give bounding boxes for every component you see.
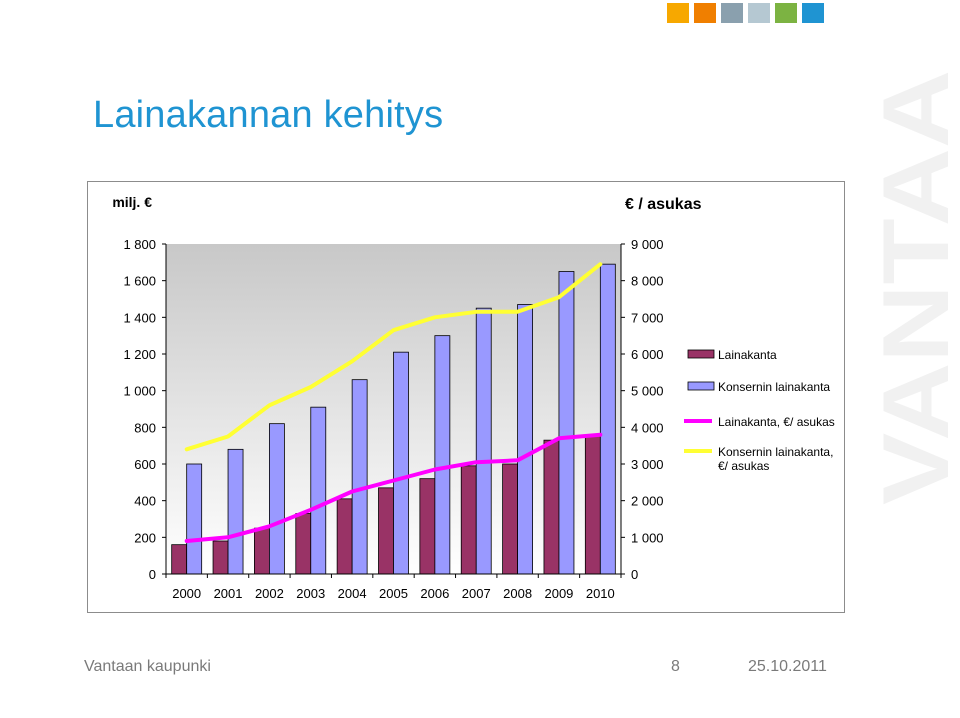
bar-lainakanta-2005 (378, 487, 394, 575)
bar-lainakanta-2003 (295, 513, 312, 575)
chart-legend: Lainakanta Konsernin lainakanta Lainakanta… (684, 348, 835, 473)
bar-konsernin-lainakanta-2001 (227, 448, 244, 575)
left-tick-label: 800 (134, 420, 156, 435)
x-tick-label-2007: 2007 (462, 586, 491, 601)
right-tick-label: 6 000 (631, 347, 664, 362)
right-tick-label: 4 000 (631, 420, 664, 435)
x-tick-label-2006: 2006 (420, 586, 449, 601)
corner-color-squares (667, 3, 960, 23)
loan-chart: 0 200 400 600 800 1 000 1 200 1 400 1 600 1 800 0… (112, 194, 835, 601)
bar-konsernin-lainakanta-2008 (517, 304, 533, 575)
legend-label-lainakanta: Lainakanta (718, 348, 777, 362)
line-lainakanta-per-asukas (184, 432, 603, 543)
right-tick-label: 0 (631, 567, 638, 582)
left-tick-label: 1 600 (123, 274, 156, 289)
x-tick-label-2010: 2010 (586, 586, 615, 601)
corner-square-green (775, 3, 797, 23)
x-tick-label-2004: 2004 (338, 586, 367, 601)
footer-page-number: 8 (671, 658, 680, 675)
footer-organization: Vantaan kaupunki (84, 658, 211, 675)
left-tick-label: 0 (149, 567, 156, 582)
corner-square-orange (694, 3, 716, 23)
left-tick-label: 1 200 (123, 347, 156, 362)
x-tick-label-2002: 2002 (255, 586, 284, 601)
left-axis-label: milj. € (112, 194, 152, 210)
bar-konsernin-lainakanta-2010 (599, 263, 616, 575)
corner-square-blue (802, 3, 824, 23)
bar-lainakanta-2009 (543, 439, 560, 575)
x-tick-label-2008: 2008 (503, 586, 532, 601)
x-tick-label-2000: 2000 (172, 586, 201, 601)
legend-label-konsernin-lainakanta: Konsernin lainakanta (718, 380, 830, 394)
chart-frame: 0 200 400 600 800 1 000 1 200 1 400 1 600 1 800 0… (87, 181, 845, 613)
legend-swatch-konsernin-lainakanta (687, 381, 715, 391)
x-tick-label-2003: 2003 (296, 586, 325, 601)
x-tick-label-2009: 2009 (544, 586, 573, 601)
bar-lainakanta-2008 (502, 463, 518, 575)
bar-lainakanta-2002 (254, 527, 270, 575)
slide-title: Lainakannan kehitys (93, 94, 444, 136)
bar-lainakanta-2000 (171, 544, 188, 575)
right-tick-label: 5 000 (631, 384, 664, 399)
right-tick-label: 7 000 (631, 310, 664, 325)
right-tick-label: 2 000 (631, 494, 664, 509)
right-tick-label: 9 000 (631, 237, 664, 252)
right-tick-label: 3 000 (631, 457, 664, 472)
watermark-text: VANTAA (863, 70, 960, 505)
bar-lainakanta-2004 (336, 498, 353, 575)
left-tick-label: 1 400 (123, 310, 156, 325)
bar-lainakanta-2001 (212, 540, 229, 575)
bar-konsernin-lainakanta-2002 (269, 423, 285, 575)
bar-konsernin-lainakanta-2007 (475, 307, 492, 575)
left-tick-label: 200 (134, 530, 156, 545)
x-tick-label-2001: 2001 (214, 586, 243, 601)
right-tick-label: 8 000 (631, 274, 664, 289)
bar-konsernin-lainakanta-2000 (186, 463, 203, 575)
bar-lainakanta-2010 (584, 434, 601, 575)
bar-konsernin-lainakanta-2005 (393, 351, 409, 575)
left-tick-label: 400 (134, 494, 156, 509)
left-tick-label: 1 800 (123, 237, 156, 252)
x-tick-label-2005: 2005 (379, 586, 408, 601)
footer-date: 25.10.2011 (748, 658, 827, 675)
corner-square-light-grey (748, 3, 770, 23)
corner-square-yellow (667, 3, 689, 23)
vantaa-logo-watermark: VANTAA (860, 60, 960, 510)
right-tick-label: 1 000 (631, 530, 664, 545)
bar-lainakanta-2006 (419, 478, 436, 575)
bar-konsernin-lainakanta-2003 (310, 406, 327, 575)
bar-lainakanta-2007 (460, 465, 477, 575)
corner-square-grey (721, 3, 743, 23)
right-axis-label: € / asukas (625, 196, 702, 213)
left-tick-label: 1 000 (123, 384, 156, 399)
legend-label-konsernin-lainakanta-per-asukas: Konsernin lainakanta, €/ asukas (718, 445, 833, 473)
legend-label-lainakanta-per-asukas: Lainakanta, €/ asukas (718, 415, 835, 429)
bar-konsernin-lainakanta-2009 (558, 271, 575, 575)
bar-konsernin-lainakanta-2004 (351, 379, 368, 575)
left-tick-label: 600 (134, 457, 156, 472)
legend-swatch-lainakanta (687, 349, 715, 359)
bar-konsernin-lainakanta-2006 (434, 335, 451, 575)
line-konsernin-lainakanta-per-asukas (184, 262, 603, 452)
